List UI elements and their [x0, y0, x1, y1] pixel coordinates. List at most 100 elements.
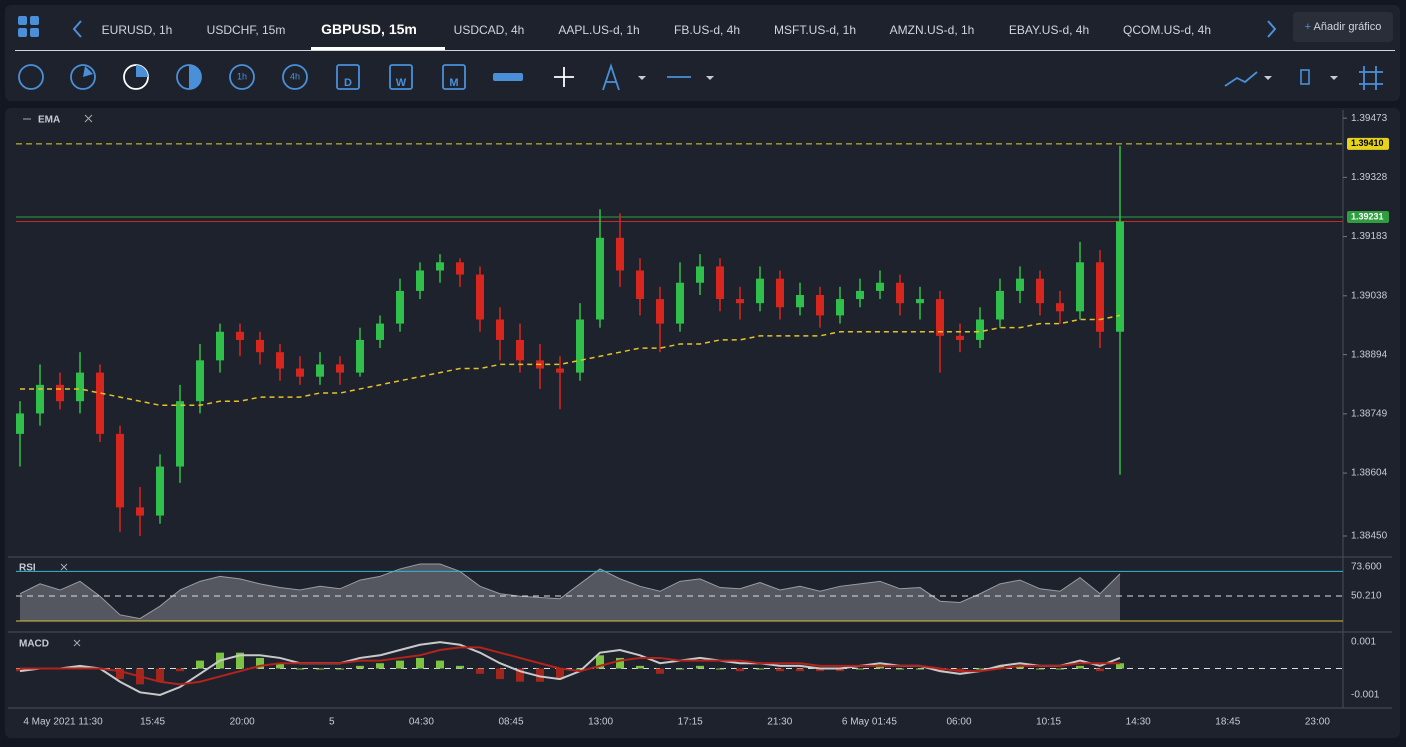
- y-tick-label: 1.39038: [1351, 290, 1388, 301]
- macd-histogram-bar: [616, 657, 624, 669]
- x-tick-label: 4 May 2021 11:30: [23, 717, 103, 728]
- candle-body: [956, 335, 964, 340]
- candle-body: [176, 401, 184, 467]
- candle-body: [36, 384, 44, 414]
- macd-histogram-bar: [696, 665, 704, 669]
- tab[interactable]: QCOM.US-d, 4h: [1122, 23, 1212, 37]
- next-tabs[interactable]: [1262, 17, 1282, 41]
- candle-body: [76, 372, 84, 402]
- x-tick-label: 18:45: [1215, 717, 1240, 728]
- macd-histogram-bar: [956, 668, 964, 672]
- macd-histogram-bar: [756, 668, 764, 670]
- add-chart-button[interactable]: + Añadir gráfico: [1293, 12, 1393, 42]
- candle-body: [696, 266, 704, 283]
- plus-icon: +: [1304, 21, 1314, 33]
- tab-active[interactable]: GBPUSD, 15m: [321, 21, 417, 37]
- candle-body: [716, 266, 724, 300]
- y-tick-label: 1.39473: [1351, 113, 1388, 124]
- macd-histogram-bar: [256, 657, 264, 669]
- macd-histogram-bar: [896, 668, 904, 670]
- clock-icon[interactable]: [70, 64, 96, 90]
- tab[interactable]: FB.US-d, 4h: [673, 23, 741, 37]
- candle-body: [556, 368, 564, 373]
- tab[interactable]: AAPL.US-d, 1h: [558, 23, 640, 37]
- candle-body: [1076, 262, 1084, 312]
- macd-histogram-bar: [456, 665, 464, 669]
- tab[interactable]: EURUSD, 1h: [101, 23, 173, 37]
- candle-body: [156, 466, 164, 516]
- clock-icon[interactable]: [18, 64, 44, 90]
- macd-histogram-bar: [436, 660, 444, 669]
- candle-body: [296, 368, 304, 377]
- timeframe-icon[interactable]: [229, 64, 255, 90]
- macd-histogram-bar: [336, 668, 344, 670]
- macd-histogram-bar: [1096, 668, 1104, 672]
- tab[interactable]: USDCHF, 15m: [206, 23, 286, 37]
- candle-body: [936, 299, 944, 336]
- macd-label: MACD: [19, 639, 49, 650]
- candle-body: [456, 262, 464, 275]
- macd-histogram-bar: [496, 668, 504, 680]
- indicator-icon[interactable]: [1224, 71, 1258, 87]
- tab[interactable]: USDCAD, 4h: [453, 23, 525, 37]
- candle-body: [276, 352, 284, 369]
- calendar-icon[interactable]: [389, 64, 413, 90]
- tab[interactable]: AMZN.US-d, 1h: [889, 23, 975, 37]
- candle-body: [356, 339, 364, 373]
- candle-body: [1116, 221, 1124, 332]
- price-tag-label: 1.39231: [1351, 211, 1384, 221]
- y-tick-label: 1.39328: [1351, 172, 1388, 183]
- prev-tabs[interactable]: [67, 17, 87, 41]
- candle-body: [216, 331, 224, 361]
- candle-body: [476, 274, 484, 320]
- macd-histogram-bar: [156, 668, 164, 682]
- macd-histogram-bar: [1116, 663, 1124, 669]
- rsi-line: [19, 563, 1121, 620]
- calendar-icon[interactable]: [336, 64, 360, 90]
- macd-histogram-bar: [676, 668, 684, 670]
- candle-body: [336, 364, 344, 373]
- macd-histogram-bar: [556, 668, 564, 680]
- tab[interactable]: MSFT.US-d, 1h: [773, 23, 857, 37]
- x-tick-label: 06:00: [946, 717, 971, 728]
- x-tick-label: 17:15: [678, 717, 703, 728]
- timeframe-icon[interactable]: [282, 64, 308, 90]
- grid-menu-icon[interactable]: [16, 14, 42, 40]
- toolbar: 1h 4h D W M: [18, 63, 1383, 91]
- draw-tool-icon[interactable]: [602, 63, 620, 91]
- dropdown-caret[interactable]: [638, 76, 1338, 80]
- macd-histogram-bar: [16, 668, 24, 672]
- macd-histogram-bar: [76, 665, 84, 669]
- tab-divider: [15, 50, 1395, 51]
- candle-body: [576, 319, 584, 373]
- tab[interactable]: EBAY.US-d, 4h: [1008, 23, 1090, 37]
- candle-body: [596, 237, 604, 320]
- header-panel: EURUSD, 1h USDCHF, 15m GBPUSD, 15m USDCA…: [5, 5, 1400, 101]
- pane-controls[interactable]: [23, 114, 93, 647]
- macd-histogram-bar: [536, 668, 544, 682]
- macd-histogram-bar: [856, 668, 864, 670]
- grid-toggle-icon[interactable]: [1359, 66, 1383, 90]
- candle-body: [856, 290, 864, 300]
- timeframe-label: 4h: [290, 71, 300, 81]
- macd-histogram-bar: [176, 668, 184, 672]
- y-tick-label: 1.38894: [1351, 349, 1388, 360]
- macd-macd-line: [19, 641, 1121, 696]
- rsi-area: [20, 563, 1120, 622]
- candle-body: [676, 282, 684, 324]
- candle-type-icon[interactable]: [1300, 69, 1310, 85]
- candle-body: [96, 372, 104, 434]
- range-icon[interactable]: [493, 73, 523, 81]
- candle-body: [16, 413, 24, 434]
- macd-signal-line: [20, 646, 1120, 686]
- candle-body: [256, 339, 264, 353]
- candle-body: [916, 299, 924, 304]
- macd-histogram-bar: [636, 665, 644, 669]
- macd-histogram-bar: [476, 668, 484, 674]
- macd-histogram-bar: [656, 668, 664, 674]
- macd-histogram-bar: [516, 668, 524, 682]
- calendar-icon[interactable]: [442, 64, 466, 90]
- x-tick-label: 10:15: [1036, 717, 1061, 728]
- x-tick-label: 04:30: [409, 717, 434, 728]
- macd-histogram-bar: [416, 657, 424, 669]
